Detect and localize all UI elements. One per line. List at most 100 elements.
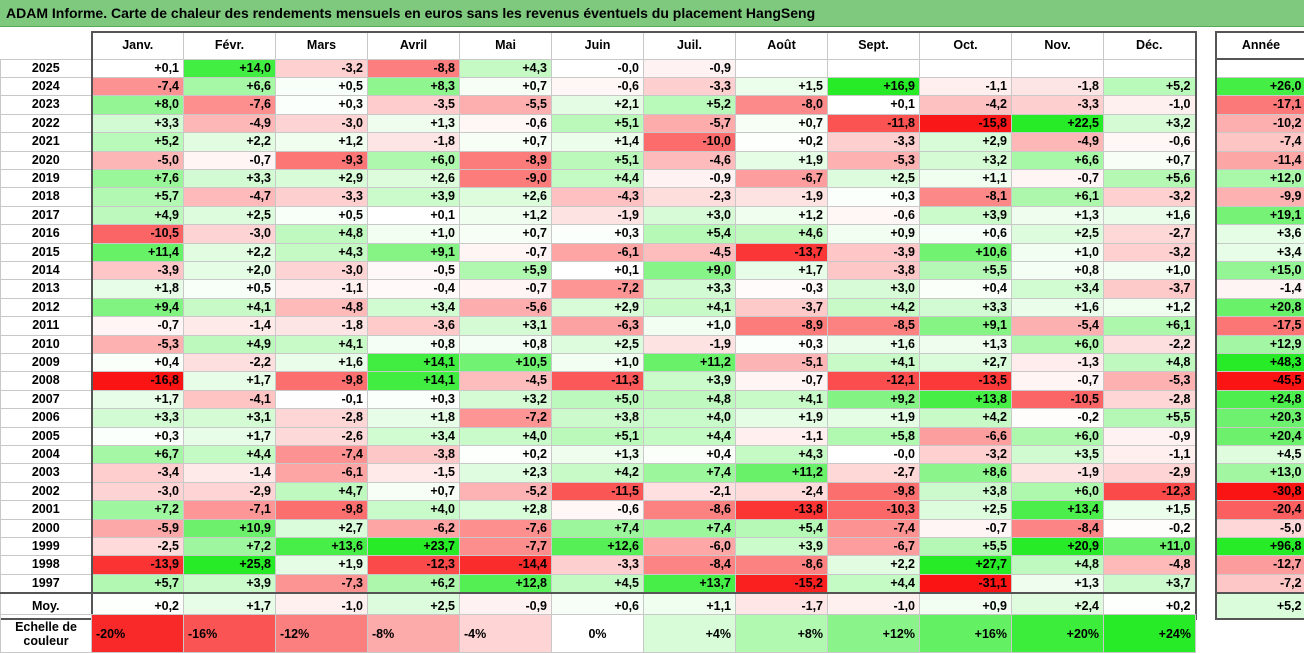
heat-cell: -1,9 bbox=[644, 335, 736, 353]
heat-cell: -2,9 bbox=[1104, 464, 1196, 482]
year-label: 2016 bbox=[1, 225, 92, 243]
year-row: 2024-7,4+6,6+0,5+8,3+0,7-0,6-3,3+1,5+16,… bbox=[1, 77, 1304, 95]
heat-cell: +4,0 bbox=[644, 409, 736, 427]
heat-cell: -3,0 bbox=[184, 225, 276, 243]
heat-cell: +3,7 bbox=[1104, 574, 1196, 593]
heat-cell: +4,8 bbox=[1012, 556, 1104, 574]
heat-cell: -3,9 bbox=[92, 261, 184, 279]
heat-cell: +0,2 bbox=[736, 133, 828, 151]
heat-cell: +1,3 bbox=[920, 335, 1012, 353]
annual-cell: +13,0 bbox=[1216, 464, 1304, 482]
heat-cell: +3,3 bbox=[920, 298, 1012, 316]
heat-cell: +1,9 bbox=[736, 151, 828, 169]
year-label: 2014 bbox=[1, 261, 92, 279]
heat-cell: +0,7 bbox=[460, 133, 552, 151]
column-gap bbox=[1196, 390, 1216, 408]
heat-cell: +0,7 bbox=[460, 225, 552, 243]
heat-cell: -4,5 bbox=[460, 372, 552, 390]
heat-cell: +5,8 bbox=[828, 427, 920, 445]
heat-cell: +8,6 bbox=[920, 464, 1012, 482]
heat-cell: +7,4 bbox=[552, 519, 644, 537]
heat-cell: +0,1 bbox=[368, 206, 460, 224]
scale-step: 0% bbox=[552, 615, 644, 653]
annual-cell: -7,4 bbox=[1216, 133, 1304, 151]
heat-cell: -14,4 bbox=[460, 556, 552, 574]
heat-cell: -9,3 bbox=[276, 151, 368, 169]
heat-cell: -3,8 bbox=[368, 446, 460, 464]
heat-cell: +4,1 bbox=[276, 335, 368, 353]
heat-cell: -12,3 bbox=[368, 556, 460, 574]
heat-cell: -2,1 bbox=[644, 482, 736, 500]
column-gap bbox=[1196, 519, 1216, 537]
heat-cell: -0,7 bbox=[460, 243, 552, 261]
heat-cell: +11,2 bbox=[644, 354, 736, 372]
heat-cell: +14,1 bbox=[368, 372, 460, 390]
heat-cell: -12,1 bbox=[828, 372, 920, 390]
heat-cell: -8,0 bbox=[736, 96, 828, 114]
heat-cell: +6,6 bbox=[184, 77, 276, 95]
heat-cell: +6,0 bbox=[1012, 335, 1104, 353]
heat-cell: +4,7 bbox=[276, 482, 368, 500]
heat-cell: -3,0 bbox=[276, 114, 368, 132]
year-label: 2011 bbox=[1, 317, 92, 335]
heat-cell: +3,4 bbox=[368, 298, 460, 316]
annual-cell: +20,4 bbox=[1216, 427, 1304, 445]
heat-cell: -0,7 bbox=[920, 519, 1012, 537]
heat-cell: +2,0 bbox=[184, 261, 276, 279]
heat-cell: -11,3 bbox=[552, 372, 644, 390]
year-label: 2001 bbox=[1, 501, 92, 519]
heat-cell: +2,9 bbox=[552, 298, 644, 316]
heat-cell: -5,4 bbox=[1012, 317, 1104, 335]
year-label: 2010 bbox=[1, 335, 92, 353]
annual-cell: -5,0 bbox=[1216, 519, 1304, 537]
heat-cell: -3,6 bbox=[368, 317, 460, 335]
heat-cell: +4,4 bbox=[552, 169, 644, 187]
heat-cell: -31,1 bbox=[920, 574, 1012, 593]
heat-cell: -5,6 bbox=[460, 298, 552, 316]
heat-cell: -3,3 bbox=[552, 556, 644, 574]
heat-cell: +13,8 bbox=[920, 390, 1012, 408]
heat-cell: -0,2 bbox=[1012, 409, 1104, 427]
annual-cell: +3,4 bbox=[1216, 243, 1304, 261]
heat-cell: +1,6 bbox=[276, 354, 368, 372]
column-gap bbox=[1196, 133, 1216, 151]
heat-cell: +1,5 bbox=[1104, 501, 1196, 519]
month-header: Juin bbox=[552, 32, 644, 59]
heat-cell: -0,9 bbox=[644, 169, 736, 187]
heat-cell: +0,7 bbox=[460, 77, 552, 95]
year-label: 2024 bbox=[1, 77, 92, 95]
annual-cell: +3,6 bbox=[1216, 225, 1304, 243]
heat-cell: -1,8 bbox=[368, 133, 460, 151]
heat-cell: +1,7 bbox=[736, 261, 828, 279]
heat-cell: +0,1 bbox=[828, 96, 920, 114]
column-gap bbox=[1196, 280, 1216, 298]
heat-cell: +20,9 bbox=[1012, 538, 1104, 556]
chart-title: ADAM Informe. Carte de chaleur des rende… bbox=[0, 0, 1304, 27]
heat-cell: -5,7 bbox=[644, 114, 736, 132]
heat-cell: -2,5 bbox=[92, 538, 184, 556]
month-header: Nov. bbox=[1012, 32, 1104, 59]
heat-cell: -0,6 bbox=[552, 501, 644, 519]
heat-cell: -7,1 bbox=[184, 501, 276, 519]
scale-step: -16% bbox=[184, 615, 276, 653]
column-gap bbox=[1196, 206, 1216, 224]
month-header: Sept. bbox=[828, 32, 920, 59]
heat-cell: -7,6 bbox=[184, 96, 276, 114]
heat-cell: +5,0 bbox=[552, 390, 644, 408]
heat-cell: -8,9 bbox=[736, 317, 828, 335]
year-row: 2014-3,9+2,0-3,0-0,5+5,9+0,1+9,0+1,7-3,8… bbox=[1, 261, 1304, 279]
year-label: 2002 bbox=[1, 482, 92, 500]
year-row: 2017+4,9+2,5+0,5+0,1+1,2-1,9+3,0+1,2-0,6… bbox=[1, 206, 1304, 224]
heat-cell: -5,1 bbox=[736, 354, 828, 372]
heat-cell: +7,4 bbox=[644, 519, 736, 537]
heat-cell: +4,3 bbox=[276, 243, 368, 261]
year-label: 2007 bbox=[1, 390, 92, 408]
heat-cell: -1,4 bbox=[184, 464, 276, 482]
heat-cell: -10,3 bbox=[828, 501, 920, 519]
heat-cell: +4,8 bbox=[276, 225, 368, 243]
month-header: Juil. bbox=[644, 32, 736, 59]
heat-cell: -8,5 bbox=[828, 317, 920, 335]
heat-cell: -7,2 bbox=[460, 409, 552, 427]
heat-cell: -0,7 bbox=[92, 317, 184, 335]
month-header: Oct. bbox=[920, 32, 1012, 59]
